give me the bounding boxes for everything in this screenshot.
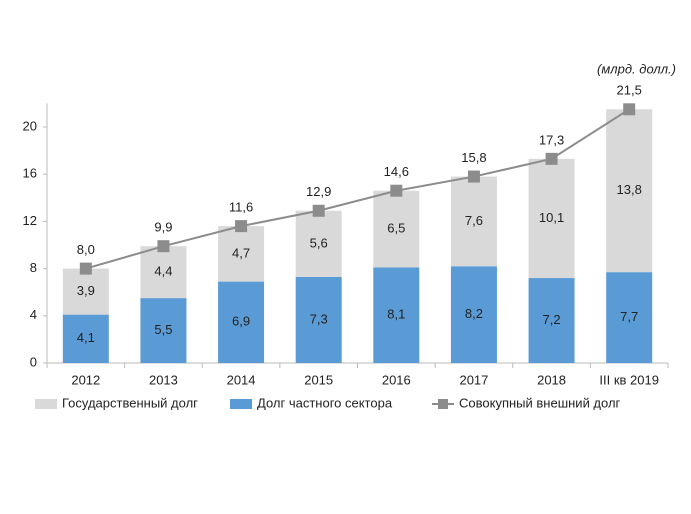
y-tick-label: 0: [30, 354, 37, 369]
data-label: 7,2: [543, 312, 561, 327]
line: [85, 108, 630, 270]
bar-segment: [373, 267, 420, 363]
bar-segment: [218, 226, 265, 282]
data-label: 15,8: [461, 150, 486, 165]
data-label: 9,9: [154, 220, 172, 235]
bar-segment: [218, 281, 265, 363]
legend-label: Государственный долг: [62, 395, 198, 410]
data-label: 12,9: [306, 184, 331, 199]
data-label: 4,7: [232, 245, 250, 260]
bar-segment: [295, 210, 342, 277]
unit-annotation: (млрд. долл.): [597, 61, 676, 76]
legend-swatch: [438, 399, 448, 409]
bar-segment: [606, 109, 653, 273]
legend-label: Долг частного сектора: [257, 395, 393, 410]
bar-segment: [528, 278, 575, 363]
x-tick-label: 2013: [149, 372, 178, 387]
line-marker: [390, 184, 403, 197]
x-tick-label: 2012: [71, 372, 100, 387]
data-label: 4,1: [77, 330, 95, 345]
y-tick-label: 8: [30, 260, 37, 275]
bar-segment: [62, 314, 109, 363]
x-tick-label: 2014: [227, 372, 256, 387]
bar-segment: [373, 190, 420, 268]
data-label: 6,5: [387, 221, 405, 236]
bar-segment: [528, 158, 575, 279]
x-tick-label: 2015: [304, 372, 333, 387]
data-label: 5,5: [154, 322, 172, 337]
y-tick-label: 16: [23, 166, 37, 181]
line-marker: [623, 103, 636, 116]
data-label: 8,2: [465, 306, 483, 321]
data-label: 4,4: [154, 264, 172, 279]
line-marker: [235, 220, 248, 233]
data-label: 8,1: [387, 307, 405, 322]
line-marker: [79, 262, 92, 275]
legend-swatch: [35, 399, 57, 409]
data-label: 3,9: [77, 283, 95, 298]
legend-swatch: [230, 399, 252, 409]
x-tick-label: 2018: [537, 372, 566, 387]
bar-segment: [62, 268, 109, 315]
line-marker: [467, 170, 480, 183]
data-label: 10,1: [539, 210, 564, 225]
x-tick-label: 2017: [459, 372, 488, 387]
data-label: 17,3: [539, 132, 564, 147]
x-tick-label: III кв 2019: [599, 372, 659, 387]
data-label: 14,6: [384, 164, 409, 179]
bar-segment: [606, 272, 653, 363]
legend-label: Совокупный внешний долг: [459, 395, 621, 410]
x-tick-label: 2016: [382, 372, 411, 387]
bar-segment: [140, 246, 187, 299]
data-label: 5,6: [310, 235, 328, 250]
y-tick-label: 12: [23, 213, 37, 228]
line-marker: [157, 240, 170, 253]
bar-segment: [450, 266, 497, 363]
y-tick-label: 4: [30, 307, 37, 322]
data-label: 21,5: [617, 83, 642, 98]
bar-segment: [140, 298, 187, 363]
line-marker: [545, 152, 558, 165]
data-label: 7,7: [620, 309, 638, 324]
y-tick-label: 20: [23, 118, 37, 133]
bar-segment: [450, 176, 497, 267]
data-label: 7,6: [465, 213, 483, 228]
data-label: 8,0: [77, 242, 95, 257]
data-label: 13,8: [617, 182, 642, 197]
data-label: 7,3: [310, 311, 328, 326]
data-label: 11,6: [229, 200, 253, 215]
data-label: 6,9: [232, 314, 250, 329]
bar-segment: [295, 276, 342, 363]
line-marker: [312, 204, 325, 217]
